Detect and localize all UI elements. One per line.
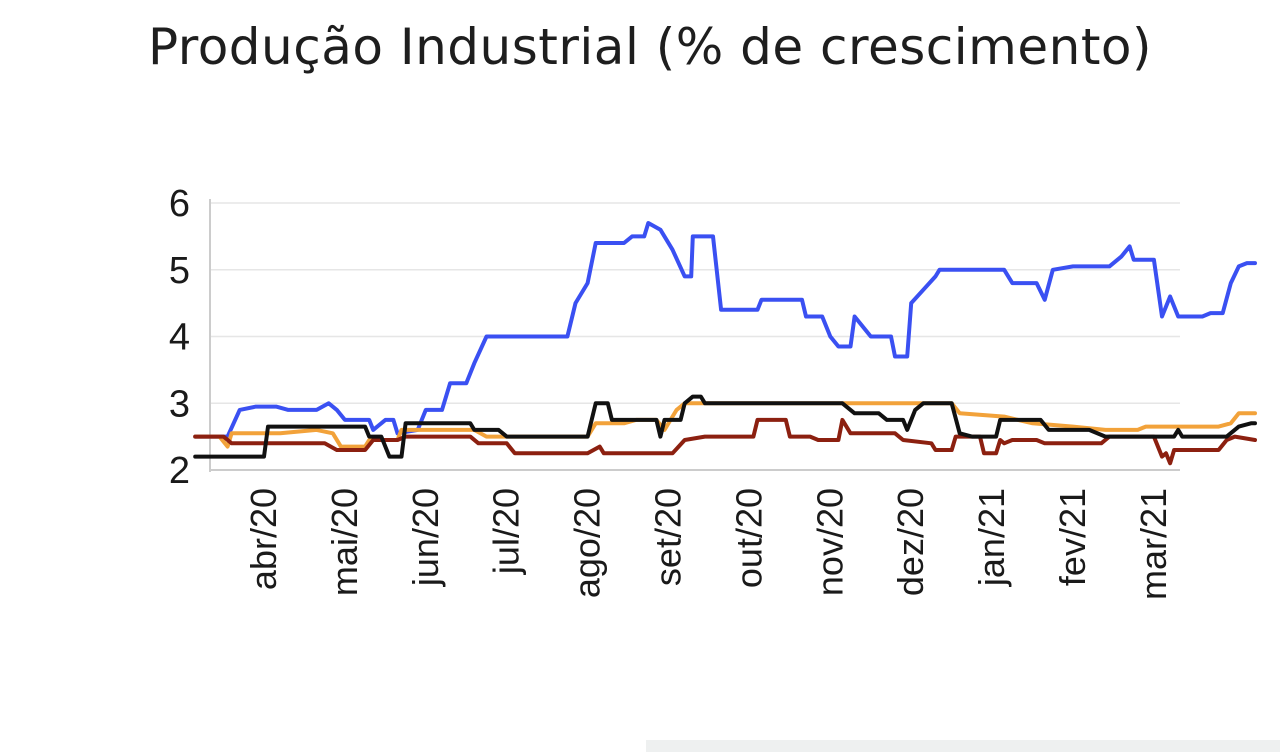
y-tick-label: 2 [169, 450, 190, 492]
x-tick-label: jul/20 [486, 488, 527, 575]
x-tick-label: fev/21 [1052, 488, 1093, 586]
y-tick-label: 5 [169, 250, 190, 292]
y-tick-label: 4 [169, 317, 190, 359]
gridlines [210, 202, 1180, 471]
x-tick-label: nov/20 [809, 488, 850, 596]
x-tick-label: ago/20 [567, 488, 608, 598]
x-tick-label: jan/21 [971, 488, 1012, 587]
y-axis-ticks: 2 3 4 5 6 [169, 183, 190, 492]
series-line-1 [193, 221, 1257, 439]
chart-title: Produção Industrial (% de crescimento) [147, 18, 1153, 76]
x-tick-label: abr/20 [243, 488, 284, 590]
x-tick-label: out/20 [728, 488, 769, 588]
x-tick-label: mar/21 [1133, 488, 1174, 600]
x-tick-label: jun/20 [405, 488, 446, 587]
x-tick-label: dez/20 [890, 488, 931, 596]
series-line-4 [193, 394, 1257, 459]
axes [209, 199, 1180, 472]
x-tick-label: mai/20 [324, 488, 365, 596]
series-lines [193, 221, 1257, 466]
y-tick-label: 3 [169, 383, 190, 425]
y-tick-label: 6 [169, 183, 190, 225]
x-tick-label: set/20 [648, 488, 689, 586]
x-axis-ticks: abr/20 mai/20 jun/20 jul/20 ago/20 set/20 out/… [243, 488, 1174, 600]
bottom-bar [646, 740, 1280, 752]
